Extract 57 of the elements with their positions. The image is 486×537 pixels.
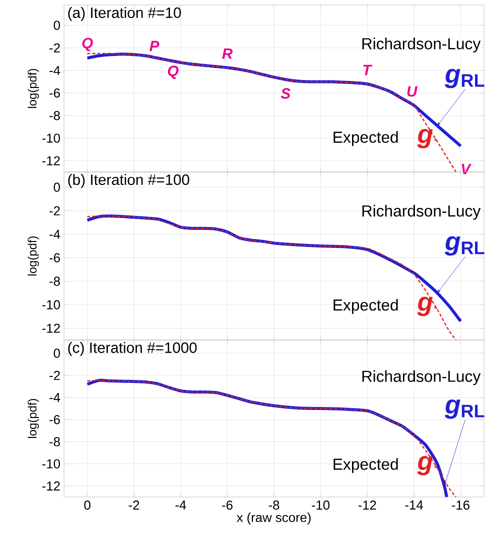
- annotation: R: [222, 48, 233, 59]
- annotation: V: [462, 164, 472, 174]
- chart-title: (b) Iteration #=100: [68, 174, 190, 188]
- y-tick-label: -6: [50, 415, 60, 424]
- y-axis-title: log(pdf): [28, 68, 39, 108]
- annotation: T: [363, 64, 372, 76]
- annotation: Q: [168, 66, 179, 79]
- x-tick-label: 0: [84, 500, 90, 510]
- series-label: g$_{RL}$: [444, 68, 484, 88]
- annotation: Expected: [334, 131, 398, 146]
- annotation: P: [150, 40, 160, 52]
- series-label: g$_{RL}$: [444, 399, 484, 419]
- y-tick-label: 0: [54, 348, 60, 358]
- y-tick-label: -10: [42, 300, 60, 310]
- x-tick-label: -8: [268, 500, 280, 510]
- y-tick-label: -2: [50, 370, 60, 380]
- x-tick-label: -12: [358, 500, 376, 510]
- annotation: U: [407, 86, 418, 97]
- y-tick-label: -8: [50, 276, 60, 286]
- annotation: S: [280, 88, 290, 99]
- annotation: Richardson-Lucy: [362, 38, 481, 53]
- x-tick-label: -2: [128, 500, 140, 510]
- chart-title: (a) Iteration #=10: [68, 7, 181, 21]
- x-tick-label: -16: [452, 500, 470, 510]
- x-tick-label: -14: [405, 500, 423, 510]
- y-tick-label: -12: [42, 324, 60, 333]
- y-tick-label: 0: [54, 182, 60, 192]
- chart-title: (c) Iteration #=1000: [68, 342, 197, 356]
- y-tick-label: -12: [42, 481, 60, 490]
- y-tick-label: -6: [50, 88, 60, 98]
- y-tick-label: -10: [42, 459, 60, 468]
- annotation: Richardson-Lucy: [362, 204, 481, 220]
- y-tick-label: -12: [42, 156, 60, 166]
- x-tick-label: -6: [222, 500, 233, 510]
- x-tick-label: -10: [312, 500, 330, 510]
- y-tick-label: 0: [54, 20, 60, 30]
- y-axis-title: log(pdf): [28, 398, 39, 438]
- y-tick-label: -6: [50, 253, 60, 262]
- y-tick-label: -4: [50, 393, 60, 402]
- x-axis-title: x (raw score): [236, 512, 311, 525]
- legend-label: g: [417, 456, 433, 476]
- y-tick-label: -8: [50, 437, 60, 446]
- y-tick-label: -2: [50, 43, 60, 52]
- y-tick-label: -8: [50, 110, 60, 120]
- y-tick-label: -4: [50, 66, 60, 75]
- legend-label: g: [417, 296, 433, 316]
- annotation: Expected: [334, 458, 398, 474]
- annotation: Richardson-Lucy: [362, 370, 481, 386]
- y-tick-label: -10: [42, 134, 60, 143]
- y-axis-title: log(pdf): [28, 236, 39, 276]
- legend-label: g: [417, 128, 433, 148]
- y-tick-label: -4: [50, 230, 60, 239]
- annotation: Expected: [334, 298, 398, 314]
- series-label: g$_{RL}$: [444, 236, 484, 256]
- annotation: Q: [82, 38, 93, 52]
- y-tick-label: -2: [50, 206, 60, 216]
- x-tick-label: -4: [175, 500, 186, 510]
